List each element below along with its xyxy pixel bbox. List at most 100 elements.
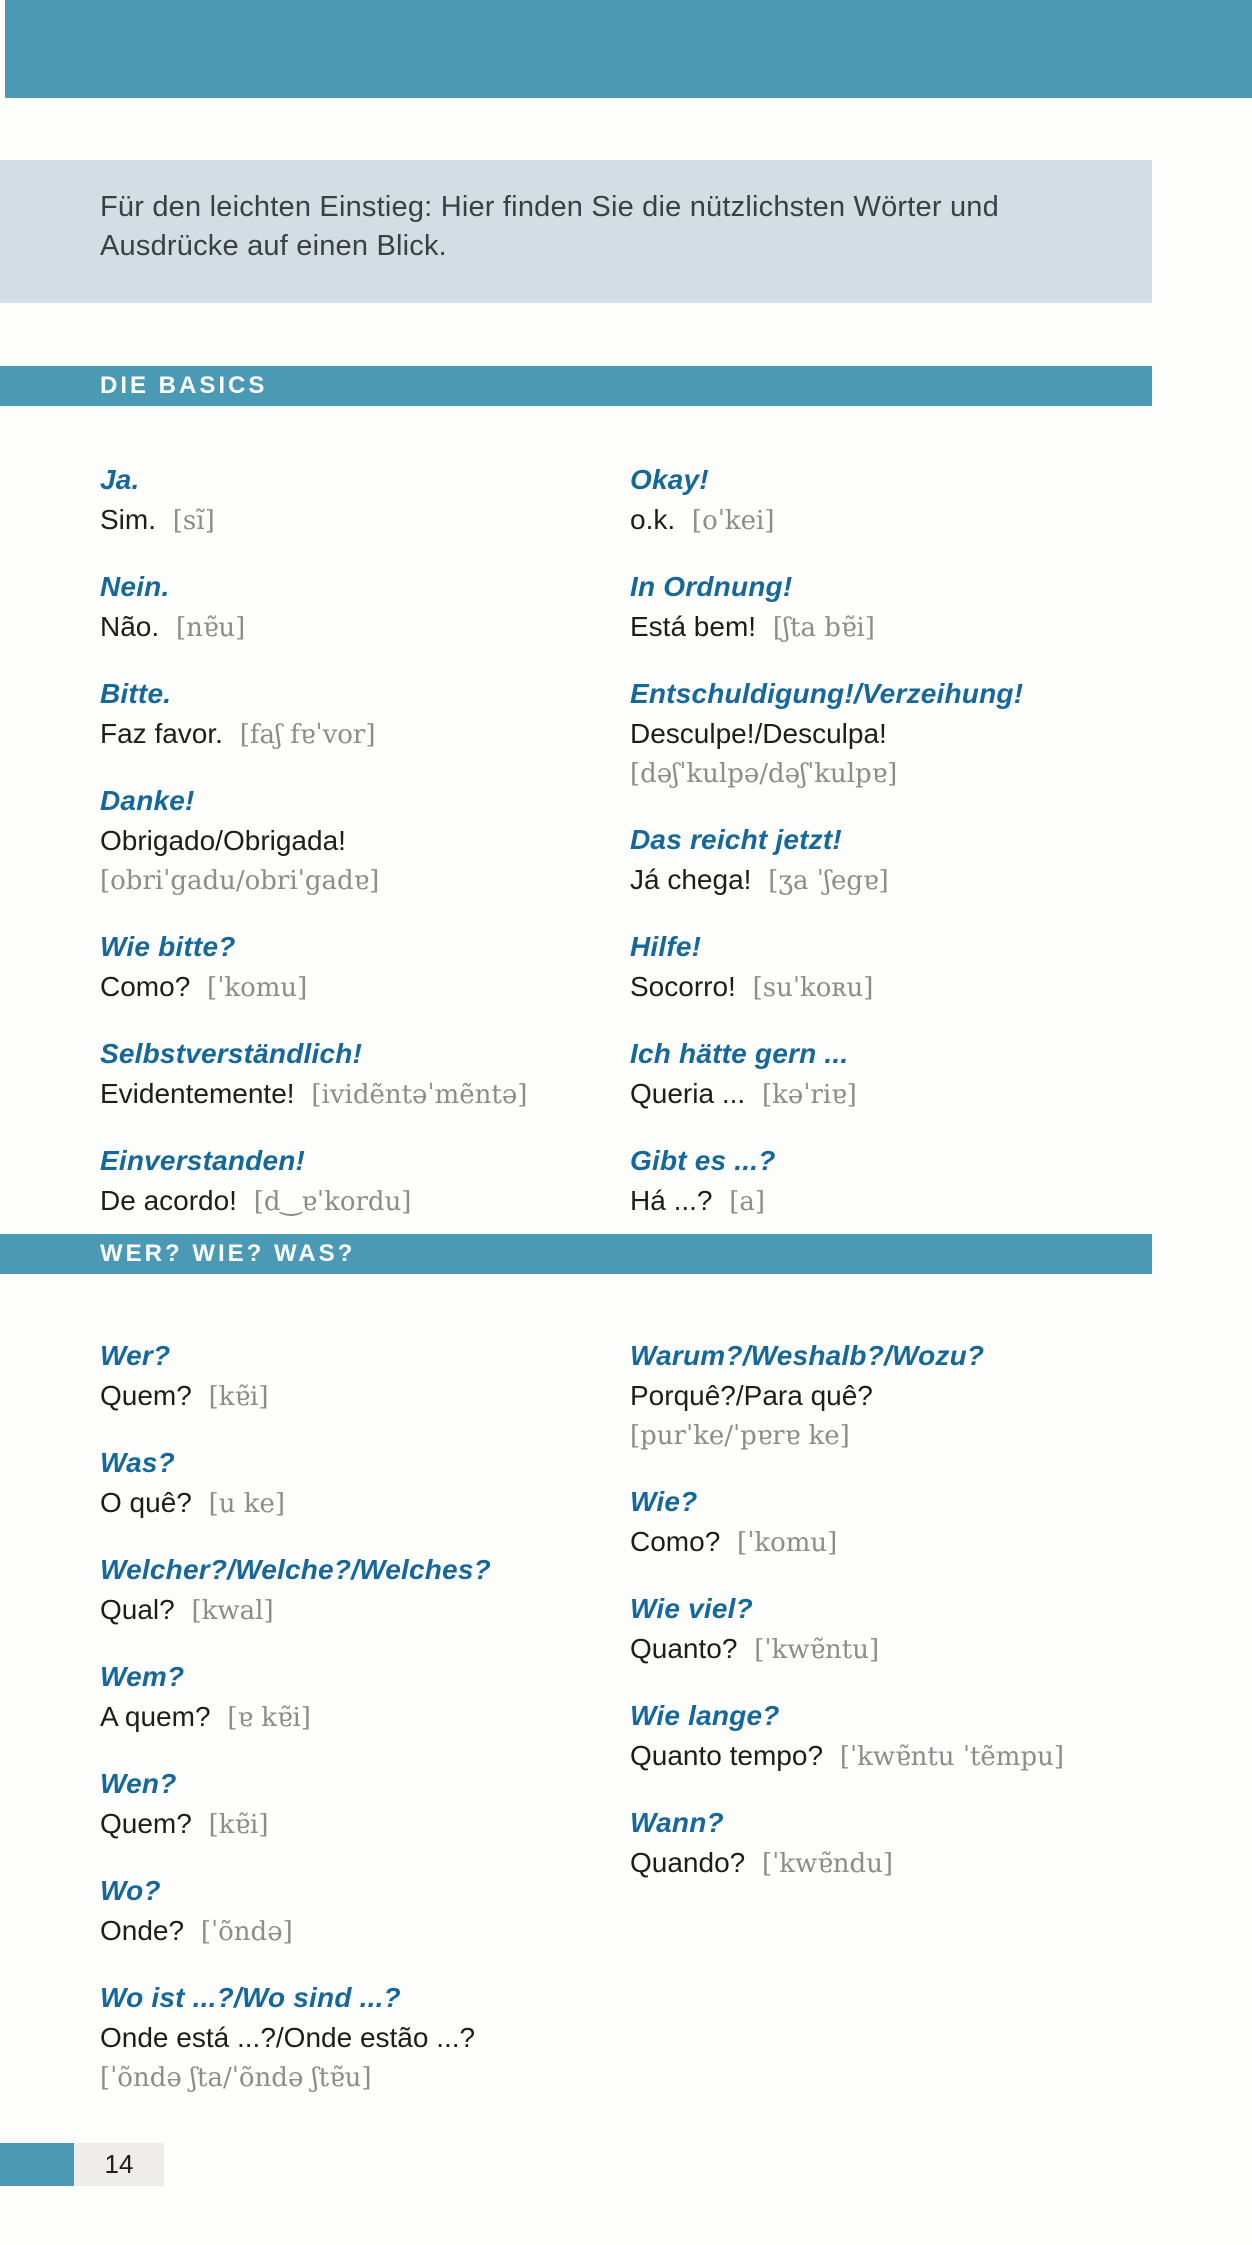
section-header-wer-wie-was: WER? WIE? WAS?	[0, 1234, 1152, 1274]
translation-line: A quem? [ɐ kɐ̃i]	[100, 1697, 605, 1738]
translation-line: Onde? [ˈõndə]	[100, 1911, 605, 1952]
phonetic-transcription: [ʒa ˈʃegɐ]	[768, 866, 889, 896]
top-color-band	[5, 0, 1252, 98]
portuguese-phrase: Onde?	[100, 1915, 185, 1946]
german-phrase: Ich hätte gern ...	[630, 1038, 849, 1069]
phonetic-transcription: [ˈõndə]	[200, 1917, 293, 1947]
phrase-column-left: Wer? Quem? [kɐ̃i] Was? O quê? [u ke] Wel…	[100, 1336, 605, 2124]
german-phrase: Was?	[100, 1447, 175, 1478]
phonetic-transcription: [ividẽntəˈmẽntə]	[311, 1080, 528, 1110]
translation-line: De acordo! [d‿ɐˈkordu]	[100, 1181, 605, 1222]
phonetic-transcription: [ˈkwɐ̃ntu]	[754, 1635, 880, 1665]
phonetic-transcription: [sĩ]	[172, 506, 215, 536]
portuguese-phrase: A quem?	[100, 1701, 211, 1732]
phonetic-transcription: [d‿ɐˈkordu]	[253, 1187, 412, 1217]
portuguese-phrase: Quem?	[100, 1808, 192, 1839]
portuguese-phrase: o.k.	[630, 504, 676, 535]
translation-line: Faz favor. [faʃ fɐˈvor]	[100, 714, 605, 755]
german-phrase: Selbstverständlich!	[100, 1038, 363, 1069]
german-phrase: Wie?	[630, 1486, 698, 1517]
phonetic-transcription: [ɐ kɐ̃i]	[227, 1703, 311, 1733]
phrase-entry: Hilfe! Socorro! [suˈkoʀu]	[630, 927, 1152, 1008]
german-phrase: Wo ist ...?/Wo sind ...?	[100, 1982, 401, 2013]
translation-line: Obrigado/Obrigada!	[100, 821, 605, 861]
translation-line: Quanto? [ˈkwɐ̃ntu]	[630, 1629, 1152, 1670]
phrase-entry: Ja. Sim. [sĩ]	[100, 460, 605, 541]
phonetic-transcription: [kɐ̃i]	[208, 1810, 269, 1840]
german-phrase: Ja.	[100, 464, 140, 495]
phrase-entry: Wer? Quem? [kɐ̃i]	[100, 1336, 605, 1417]
portuguese-phrase: De acordo!	[100, 1185, 237, 1216]
portuguese-phrase: Há ...?	[630, 1185, 713, 1216]
translation-line: Como? [ˈkomu]	[100, 967, 605, 1008]
phrase-entry: Ich hätte gern ... Queria ... [kəˈriɐ]	[630, 1034, 1152, 1115]
translation-line: Como? [ˈkomu]	[630, 1522, 1152, 1563]
phrase-entry: Gibt es ...? Há ...? [a]	[630, 1141, 1152, 1222]
phonetic-transcription: [ʃta bɐ̃i]	[772, 613, 875, 643]
german-phrase: Wie lange?	[630, 1700, 780, 1731]
phrase-entry: Wem? A quem? [ɐ kɐ̃i]	[100, 1657, 605, 1738]
german-phrase: Wem?	[100, 1661, 185, 1692]
intro-text: Für den leichten Einstieg: Hier finden S…	[100, 191, 999, 262]
portuguese-phrase: Sim.	[100, 504, 156, 535]
translation-line: Está bem! [ʃta bɐ̃i]	[630, 607, 1152, 648]
portuguese-phrase: Porquê?/Para quê?	[630, 1380, 873, 1411]
portuguese-phrase: Não.	[100, 611, 160, 642]
phrase-entry: Wie viel? Quanto? [ˈkwɐ̃ntu]	[630, 1589, 1152, 1670]
german-phrase: Wie viel?	[630, 1593, 753, 1624]
phrase-entry: Bitte. Faz favor. [faʃ fɐˈvor]	[100, 674, 605, 755]
translation-line: Quanto tempo? [ˈkwɐ̃ntu ˈtẽmpu]	[630, 1736, 1152, 1777]
phrase-column-left: Ja. Sim. [sĩ] Nein. Não. [nɐ̃u] Bitte. F…	[100, 460, 605, 1248]
german-phrase: Einverstanden!	[100, 1145, 306, 1176]
portuguese-phrase: O quê?	[100, 1487, 192, 1518]
portuguese-phrase: Evidentemente!	[100, 1078, 295, 1109]
german-phrase: Nein.	[100, 571, 170, 602]
phonetic-transcription: [kəˈriɐ]	[761, 1080, 857, 1110]
portuguese-phrase: Quem?	[100, 1380, 192, 1411]
phonetic-transcription: [ˈõndə ʃta/ˈõndə ʃtɐ̃u]	[100, 2063, 372, 2093]
page-number-box: 14	[74, 2143, 164, 2186]
translation-line: o.k. [oˈkei]	[630, 500, 1152, 541]
translation-line: Queria ... [kəˈriɐ]	[630, 1074, 1152, 1115]
portuguese-phrase: Já chega!	[630, 864, 752, 895]
german-phrase: Welcher?/Welche?/Welches?	[100, 1554, 491, 1585]
phrase-entry: Welcher?/Welche?/Welches? Qual? [kwal]	[100, 1550, 605, 1631]
phonetic-transcription: [dəʃˈkulpə/dəʃˈkulpɐ]	[630, 759, 898, 789]
translation-line: Quem? [kɐ̃i]	[100, 1376, 605, 1417]
phrase-entry: Entschuldigung!/Verzeihung! Desculpe!/De…	[630, 674, 1152, 794]
german-phrase: Wann?	[630, 1807, 724, 1838]
translation-line: Desculpe!/Desculpa!	[630, 714, 1152, 754]
phonetic-transcription: [obriˈgadu/obriˈgadɐ]	[100, 866, 380, 896]
german-phrase: Wer?	[100, 1340, 171, 1371]
phonetic-transcription: [ˈkwɐ̃ntu ˈtẽmpu]	[839, 1742, 1064, 1772]
portuguese-phrase: Quando?	[630, 1847, 746, 1878]
translation-line: Onde está ...?/Onde estão ...?	[100, 2018, 605, 2058]
portuguese-phrase: Socorro!	[630, 971, 736, 1002]
german-phrase: Gibt es ...?	[630, 1145, 776, 1176]
phrase-entry: Danke! Obrigado/Obrigada! [obriˈgadu/obr…	[100, 781, 605, 901]
translation-line: O quê? [u ke]	[100, 1483, 605, 1524]
phrase-entry: In Ordnung! Está bem! [ʃta bɐ̃i]	[630, 567, 1152, 648]
phrase-entry: Wie? Como? [ˈkomu]	[630, 1482, 1152, 1563]
portuguese-phrase: Quanto?	[630, 1633, 738, 1664]
german-phrase: In Ordnung!	[630, 571, 793, 602]
phonetic-transcription: [oˈkei]	[691, 506, 775, 536]
german-phrase: Warum?/Weshalb?/Wozu?	[630, 1340, 985, 1371]
phrase-entry: Wo? Onde? [ˈõndə]	[100, 1871, 605, 1952]
phrase-entry: Das reicht jetzt! Já chega! [ʒa ˈʃegɐ]	[630, 820, 1152, 901]
phonetic-transcription: [nɐ̃u]	[175, 613, 246, 643]
phonetic-transcription: [faʃ fɐˈvor]	[239, 720, 376, 750]
phrase-entry: Wie lange? Quanto tempo? [ˈkwɐ̃ntu ˈtẽmp…	[630, 1696, 1152, 1777]
phrase-entry: Wann? Quando? [ˈkwɐ̃ndu]	[630, 1803, 1152, 1884]
phrase-entry: Was? O quê? [u ke]	[100, 1443, 605, 1524]
german-phrase: Okay!	[630, 464, 709, 495]
portuguese-phrase: Queria ...	[630, 1078, 746, 1109]
phrase-entry: Einverstanden! De acordo! [d‿ɐˈkordu]	[100, 1141, 605, 1222]
portuguese-phrase: Qual?	[100, 1594, 175, 1625]
phrase-entry: Warum?/Weshalb?/Wozu? Porquê?/Para quê? …	[630, 1336, 1152, 1456]
portuguese-phrase: Obrigado/Obrigada!	[100, 825, 346, 856]
phrase-column-right: Okay! o.k. [oˈkei] In Ordnung! Está bem!…	[630, 460, 1152, 1248]
translation-line: Sim. [sĩ]	[100, 500, 605, 541]
section-header-die-basics: DIE BASICS	[0, 366, 1152, 406]
translation-line: Não. [nɐ̃u]	[100, 607, 605, 648]
